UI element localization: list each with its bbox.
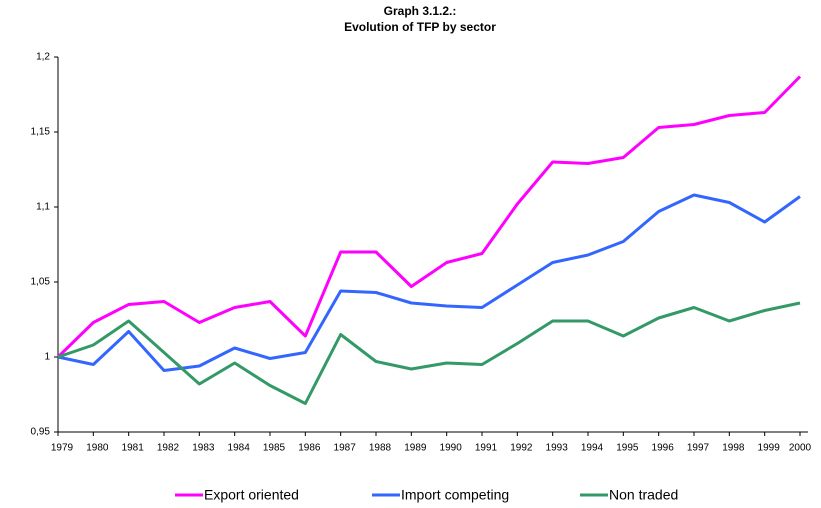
y-tick-label: 1,15: [31, 127, 51, 138]
y-tick-label: 1,05: [31, 277, 51, 288]
x-tick-label: 1997: [687, 443, 710, 454]
series-line: [57, 193, 801, 372]
x-tick-label: 1981: [122, 443, 145, 454]
x-tick-label: 1983: [192, 443, 215, 454]
x-tick-label: 1988: [369, 443, 392, 454]
x-tick-label: 1985: [263, 443, 286, 454]
x-tick-label: 1998: [722, 443, 745, 454]
x-tick-label: 1987: [334, 443, 357, 454]
y-tick-label: 0,95: [31, 427, 51, 438]
series-line: [57, 301, 801, 405]
x-tick-label: 1992: [510, 443, 533, 454]
chart-subtitle: Evolution of TFP by sector: [344, 20, 496, 34]
x-tick-label: 1993: [546, 443, 569, 454]
x-tick-label: 1999: [758, 443, 781, 454]
legend-label: Export oriented: [204, 487, 299, 503]
chart-title: Graph 3.1.2.:: [384, 4, 457, 18]
legend-label: Non traded: [609, 487, 678, 503]
legend-label: Import competing: [401, 487, 509, 503]
x-tick-label: 1980: [86, 443, 109, 454]
x-tick-label: 1989: [404, 443, 427, 454]
x-tick-label: 2000: [789, 443, 812, 454]
x-tick-label: 1996: [652, 443, 675, 454]
x-tick-label: 1982: [157, 443, 180, 454]
x-tick-label: 1994: [581, 443, 604, 454]
x-tick-label: 1995: [616, 443, 639, 454]
y-tick-label: 1: [44, 352, 50, 363]
x-tick-label: 1979: [51, 443, 74, 454]
series-line: [56, 75, 802, 359]
x-tick-label: 1990: [440, 443, 463, 454]
x-tick-label: 1991: [475, 443, 498, 454]
x-tick-label: 1984: [228, 443, 251, 454]
y-tick-label: 1,2: [36, 52, 50, 63]
x-tick-label: 1986: [298, 443, 321, 454]
y-tick-label: 1,1: [36, 202, 50, 213]
